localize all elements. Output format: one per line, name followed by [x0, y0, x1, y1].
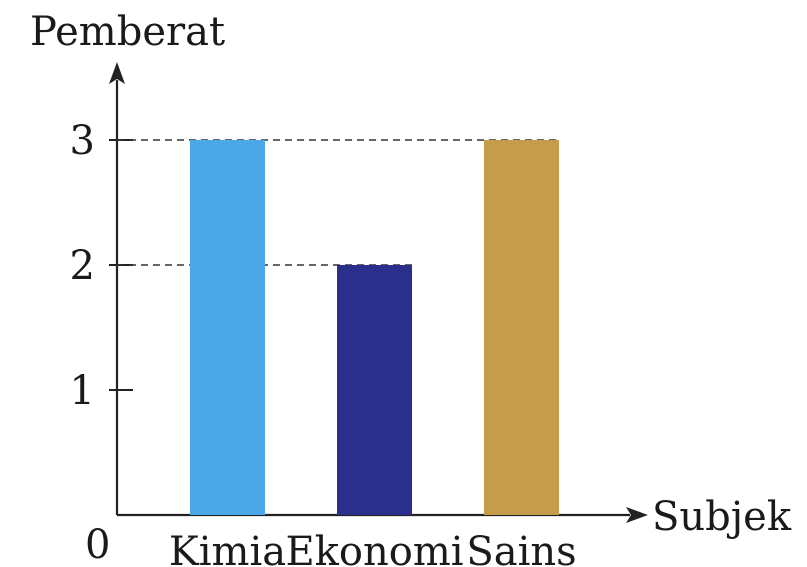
- category-label-ekonomi: Ekonomi: [285, 529, 463, 567]
- bar-ekonomi: [337, 265, 412, 515]
- y-tick-label-1: 1: [70, 368, 95, 414]
- category-label-sains: Sains: [466, 529, 576, 567]
- y-axis-arrow-icon: [109, 62, 125, 84]
- bars: [190, 140, 559, 515]
- bar-kimia: [190, 140, 265, 515]
- bar-sains: [484, 140, 559, 515]
- x-axis-title: Subjek: [652, 494, 792, 540]
- y-axis-title: Pemberat: [30, 9, 225, 55]
- x-axis-arrow-icon: [626, 507, 648, 523]
- y-tick-label-2: 2: [70, 243, 95, 289]
- origin-label: 0: [85, 522, 110, 567]
- y-tick-label-3: 3: [70, 118, 95, 164]
- labels: Pemberat Subjek 0 Kimia Ekonomi Sains 1 2 3: [30, 9, 792, 567]
- category-label-kimia: Kimia: [169, 529, 286, 567]
